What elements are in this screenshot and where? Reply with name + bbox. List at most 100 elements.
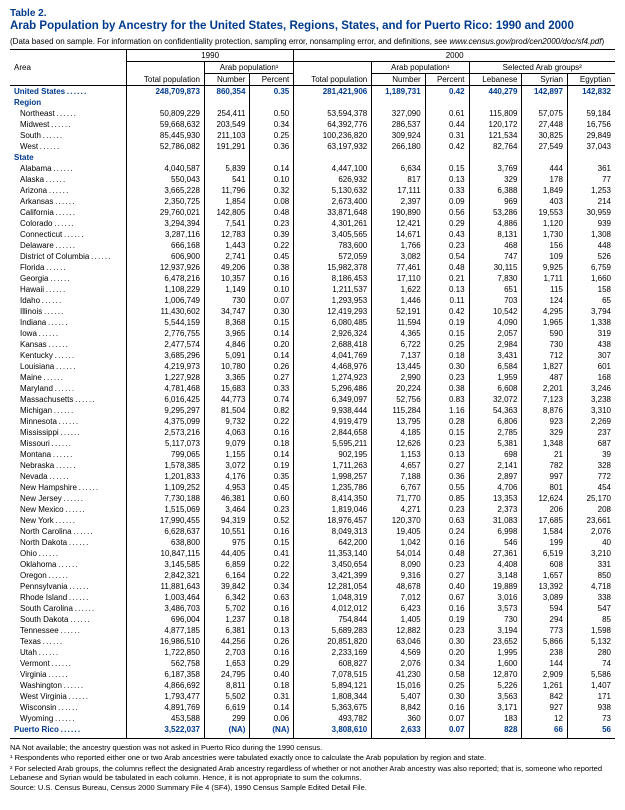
cell: 6,388 xyxy=(469,185,522,196)
cell: 12,281,054 xyxy=(294,581,372,592)
cell: 0.23 xyxy=(250,218,294,229)
cell: 0.58 xyxy=(425,669,469,680)
cell: 6,859 xyxy=(204,559,249,570)
cell: 550,043 xyxy=(127,174,205,185)
cell: 5,502 xyxy=(204,691,249,702)
cell: 0.10 xyxy=(250,174,294,185)
cell: 6,806 xyxy=(469,416,522,427)
cell: 0.16 xyxy=(250,603,294,614)
cell: 9,732 xyxy=(204,416,249,427)
cell: 0.16 xyxy=(250,526,294,537)
cell: 156 xyxy=(522,240,567,251)
cell: 0.16 xyxy=(425,537,469,548)
row-label: Utah xyxy=(10,647,127,658)
row-label: California xyxy=(10,207,127,218)
cell: 0.20 xyxy=(425,647,469,658)
cell: 7,012 xyxy=(372,592,425,603)
cell: 31,083 xyxy=(469,515,522,526)
cell: 3,563 xyxy=(469,691,522,702)
cell: 4,063 xyxy=(204,427,249,438)
cell: 403 xyxy=(522,196,567,207)
cell: 642,200 xyxy=(294,537,372,548)
cell: 1,849 xyxy=(522,185,567,196)
source-link[interactable]: www.census.gov/prod/cen2000/doc/sf4.pdf xyxy=(449,37,601,46)
cell: 85 xyxy=(567,614,615,625)
cell: 2,741 xyxy=(204,251,249,262)
cell: 248,709,873 xyxy=(127,85,205,97)
section-header: State xyxy=(10,152,615,163)
cell: 10,780 xyxy=(204,361,249,372)
cell: 0.16 xyxy=(250,273,294,284)
cell: 30,115 xyxy=(469,262,522,273)
cell: 73 xyxy=(567,713,615,724)
cell: 39 xyxy=(567,449,615,460)
table-row: Illinois11,430,60234,7470.3012,419,29352… xyxy=(10,306,615,317)
cell: 1,405 xyxy=(372,614,425,625)
cell: 1,109,252 xyxy=(127,482,205,493)
cell: 12,419,293 xyxy=(294,306,372,317)
cell: 12,783 xyxy=(204,229,249,240)
cell: 6,342 xyxy=(204,592,249,603)
row-label: South xyxy=(10,130,127,141)
row-label: Florida xyxy=(10,262,127,273)
row-label: District of Columbia xyxy=(10,251,127,262)
footnote-na: NA Not available; the ancestry question … xyxy=(10,743,615,752)
col-arabpop-2000: Arab population¹ xyxy=(372,61,469,73)
cell: 190,890 xyxy=(372,207,425,218)
row-label: Missouri xyxy=(10,438,127,449)
cell: 0.16 xyxy=(250,427,294,438)
cell: 1,660 xyxy=(567,273,615,284)
cell: 1,827 xyxy=(522,361,567,372)
cell: 5,866 xyxy=(522,636,567,647)
table-row: Maine1,227,9283,3650.271,274,9232,9900.2… xyxy=(10,372,615,383)
cell: 0.18 xyxy=(425,350,469,361)
cell: 0.23 xyxy=(425,504,469,515)
table-row: North Dakota638,8009750.15642,2001,0420.… xyxy=(10,537,615,548)
cell: 13,392 xyxy=(522,581,567,592)
cell: 4,781,468 xyxy=(127,383,205,394)
table-row: Washington4,866,6928,8110.185,894,12115,… xyxy=(10,680,615,691)
table-row: Mississippi2,573,2164,0630.162,844,6584,… xyxy=(10,427,615,438)
cell: 124 xyxy=(522,295,567,306)
row-label: Kansas xyxy=(10,339,127,350)
row-label: Oregon xyxy=(10,570,127,581)
cell: 1,600 xyxy=(469,658,522,669)
cell: 294 xyxy=(522,614,567,625)
cell: 1,155 xyxy=(204,449,249,460)
cell: 666,168 xyxy=(127,240,205,251)
cell: 0.15 xyxy=(425,163,469,174)
cell: 2,201 xyxy=(522,383,567,394)
table-row: Florida12,937,92649,2060.3815,982,37877,… xyxy=(10,262,615,273)
table-row: Rhode Island1,003,4646,3420.631,048,3197… xyxy=(10,592,615,603)
table-number: Table 2. xyxy=(10,8,615,19)
cell: 33,871,648 xyxy=(294,207,372,218)
col-totalpop-2000: Total population xyxy=(294,61,372,85)
cell: 730 xyxy=(204,295,249,306)
row-label: Nevada xyxy=(10,471,127,482)
cell: 4,040,587 xyxy=(127,163,205,174)
cell: 211,103 xyxy=(204,130,249,141)
table-row: Northeast50,809,229254,4110.5053,594,378… xyxy=(10,108,615,119)
cell: 6,187,358 xyxy=(127,669,205,680)
cell: 1,793,477 xyxy=(127,691,205,702)
row-label: Louisiana xyxy=(10,361,127,372)
cell: 329 xyxy=(469,174,522,185)
cell: 3,365 xyxy=(204,372,249,383)
col-percent-2000: Percent xyxy=(425,73,469,85)
cell: 254,411 xyxy=(204,108,249,119)
cell: 0.35 xyxy=(250,471,294,482)
cell: 39,842 xyxy=(204,581,249,592)
table-row: Tennessee4,877,1856,3810.135,689,28312,8… xyxy=(10,625,615,636)
cell: 59,668,632 xyxy=(127,119,205,130)
cell: 0.23 xyxy=(425,625,469,636)
cell: 6,767 xyxy=(372,482,425,493)
cell: 0.34 xyxy=(250,581,294,592)
cell: 9,079 xyxy=(204,438,249,449)
cell: 0.20 xyxy=(250,339,294,350)
cell: 817 xyxy=(372,174,425,185)
cell: 11,881,643 xyxy=(127,581,205,592)
col-lebanese: Lebanese xyxy=(469,73,522,85)
cell: 590 xyxy=(522,328,567,339)
cell: 115 xyxy=(522,284,567,295)
row-label: Nebraska xyxy=(10,460,127,471)
